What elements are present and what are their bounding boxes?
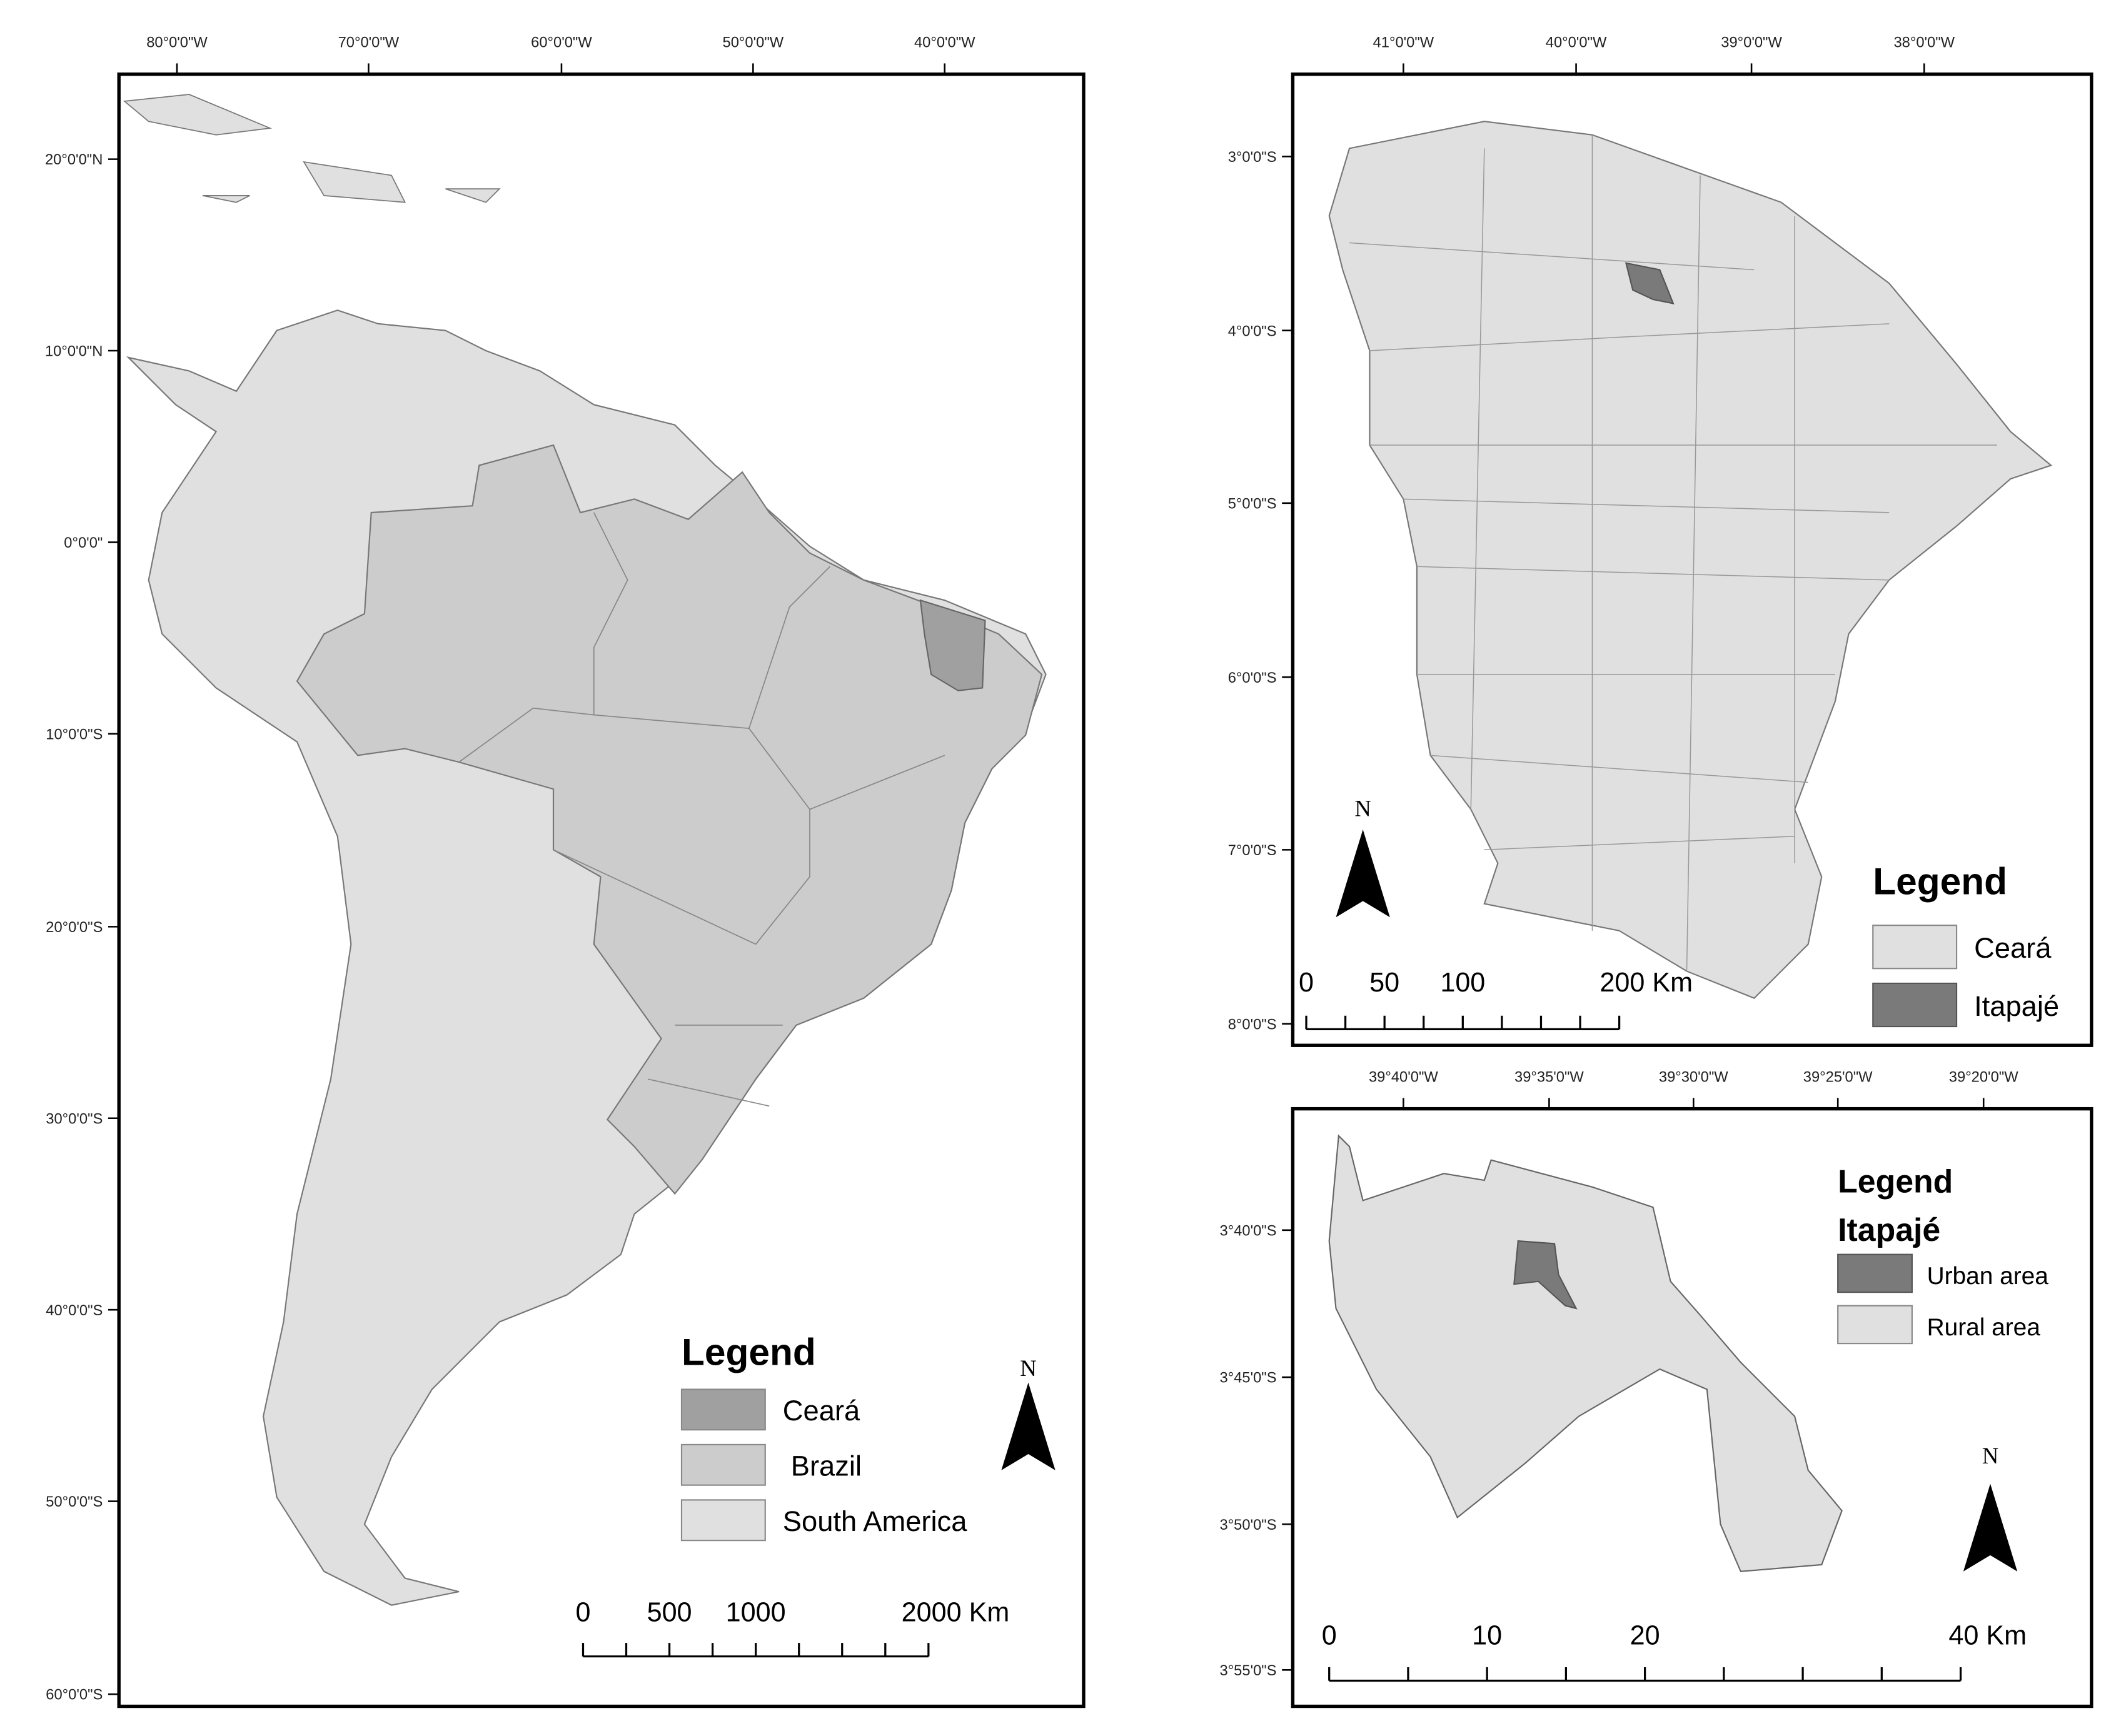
itapaje-location bbox=[1625, 262, 1675, 304]
latitude-label: 3°55'0"S bbox=[1220, 1663, 1277, 1679]
latitude-label: 10°0'0"S bbox=[46, 726, 103, 743]
scale-label: 50 bbox=[1369, 968, 1399, 998]
scale-label: 100 bbox=[1440, 968, 1485, 998]
latitude-label: 7°0'0"S bbox=[1228, 843, 1277, 859]
north-arrow bbox=[1001, 1382, 1055, 1470]
brazil bbox=[296, 444, 1043, 1195]
legend-item: Ceará bbox=[1974, 932, 2052, 964]
longitude-label: 40°0'0"W bbox=[1546, 35, 1607, 51]
scale-label: 2000 Km bbox=[902, 1598, 1010, 1628]
urban-area bbox=[1513, 1240, 1578, 1310]
latitude-label: 3°40'0"S bbox=[1220, 1223, 1277, 1239]
longitude-label: 60°0'0"W bbox=[531, 35, 592, 51]
latitude-label: 50°0'0"S bbox=[46, 1494, 103, 1510]
longitude-label: 50°0'0"W bbox=[723, 35, 784, 51]
north-arrow bbox=[1336, 830, 1390, 918]
longitude-label: 70°0'0"W bbox=[338, 35, 400, 51]
scale-label: 40 Km bbox=[1948, 1620, 2027, 1650]
ceara-map bbox=[1291, 72, 2093, 1047]
latitude-label: 5°0'0"S bbox=[1228, 496, 1277, 512]
longitude-label: 38°0'0"W bbox=[1893, 35, 1955, 51]
north-label: N bbox=[1354, 795, 1371, 821]
legend-swatch bbox=[1872, 982, 1958, 1028]
state-borders bbox=[458, 512, 945, 1107]
municipality-borders bbox=[1349, 134, 1997, 971]
longitude-label: 39°0'0"W bbox=[1721, 35, 1782, 51]
legend-title: Legend bbox=[1838, 1163, 1953, 1199]
scale-label: 10 bbox=[1472, 1620, 1502, 1650]
longitude-label: 39°35'0"W bbox=[1514, 1070, 1584, 1086]
scale-label: 0 bbox=[575, 1598, 590, 1628]
latitude-label: 6°0'0"S bbox=[1228, 670, 1277, 686]
frame bbox=[117, 72, 1086, 1708]
latitude-label: 3°0'0"S bbox=[1228, 149, 1277, 166]
longitude-label: 39°30'0"W bbox=[1659, 1070, 1728, 1086]
north-arrow bbox=[1963, 1483, 2018, 1572]
latitude-label: 4°0'0"S bbox=[1228, 323, 1277, 339]
legend-swatch bbox=[1837, 1253, 1913, 1293]
caribbean bbox=[123, 94, 501, 203]
latitude-label: 3°45'0"S bbox=[1220, 1370, 1277, 1387]
ceara bbox=[919, 599, 986, 691]
legend-item: Itapajé bbox=[1974, 990, 2059, 1022]
latitude-label: 20°0'0"N bbox=[45, 152, 103, 168]
legend-swatch bbox=[1837, 1305, 1913, 1345]
scale-label: 1000 bbox=[726, 1598, 786, 1628]
legend-item: Urban area bbox=[1927, 1263, 2049, 1290]
scale-label: 500 bbox=[647, 1598, 692, 1628]
legend-item: South America bbox=[783, 1505, 967, 1537]
latitude-label: 3°50'0"S bbox=[1220, 1517, 1277, 1533]
legend-item: Ceará bbox=[783, 1395, 860, 1427]
legend-title: Legend bbox=[682, 1331, 816, 1373]
legend-subtitle: Itapajé bbox=[1838, 1212, 1940, 1248]
latitude-label: 60°0'0"S bbox=[46, 1687, 103, 1703]
north-label: N bbox=[1020, 1355, 1036, 1381]
scale-label: 0 bbox=[1322, 1620, 1337, 1650]
legend-item: Brazil bbox=[791, 1450, 862, 1482]
north-label: N bbox=[1982, 1443, 1998, 1468]
ceara-outline bbox=[1328, 121, 2053, 999]
legend-swatch bbox=[680, 1388, 766, 1431]
latitude-label: 20°0'0"S bbox=[46, 920, 103, 936]
scale-label: 200 Km bbox=[1600, 968, 1693, 998]
longitude-label: 39°25'0"W bbox=[1803, 1070, 1873, 1086]
longitude-label: 40°0'0"W bbox=[914, 35, 975, 51]
frame bbox=[1291, 72, 2093, 1047]
longitude-label: 39°40'0"W bbox=[1369, 1070, 1438, 1086]
latitude-label: 40°0'0"S bbox=[46, 1303, 103, 1319]
itapaje-map bbox=[1291, 1106, 2093, 1708]
legend-swatch bbox=[680, 1443, 766, 1486]
longitude-label: 41°0'0"W bbox=[1373, 35, 1434, 51]
latitude-label: 8°0'0"S bbox=[1228, 1016, 1277, 1033]
longitude-label: 80°0'0"W bbox=[146, 35, 208, 51]
scale-label: 0 bbox=[1299, 968, 1314, 998]
rural-area bbox=[1328, 1134, 1843, 1572]
legend-swatch bbox=[1872, 925, 1958, 970]
latitude-label: 0°0'0" bbox=[64, 535, 103, 551]
legend-title: Legend bbox=[1873, 860, 2007, 903]
scale-label: 20 bbox=[1630, 1620, 1660, 1650]
legend-swatch bbox=[680, 1499, 766, 1542]
frame bbox=[1291, 1106, 2093, 1708]
longitude-label: 39°20'0"W bbox=[1949, 1070, 2018, 1086]
south-america-map bbox=[117, 72, 1086, 1708]
latitude-label: 10°0'0"N bbox=[45, 344, 103, 360]
legend-item: Rural area bbox=[1927, 1314, 2041, 1341]
latitude-label: 30°0'0"S bbox=[46, 1111, 103, 1127]
